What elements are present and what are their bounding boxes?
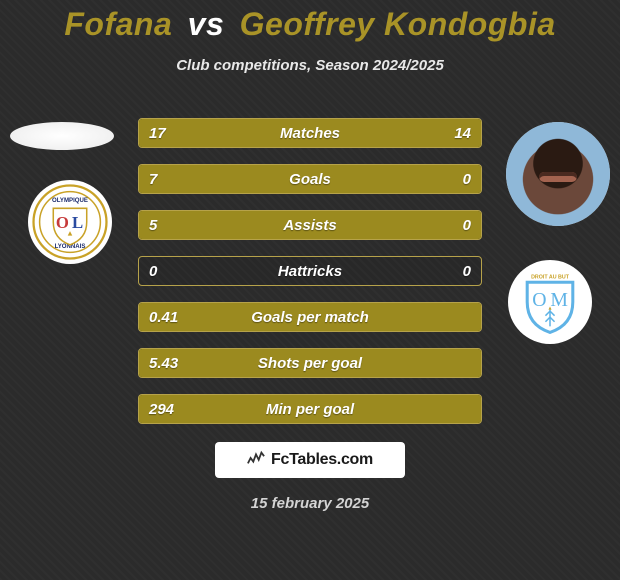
club-badge-right: DROIT AU BUT O M xyxy=(508,260,592,344)
subtitle: Club competitions, Season 2024/2025 xyxy=(0,57,620,74)
svg-text:O: O xyxy=(56,213,69,232)
svg-text:O: O xyxy=(532,289,546,311)
stat-value-right: 0 xyxy=(463,211,471,239)
stat-row: 5Assists0 xyxy=(138,210,482,240)
stat-label: Assists xyxy=(139,211,481,239)
stat-row: 17Matches14 xyxy=(138,118,482,148)
player-left-avatar xyxy=(10,122,114,150)
stat-label: Goals per match xyxy=(139,303,481,331)
club-badge-left: OLYMPIQUE LYONNAIS O L xyxy=(28,180,112,264)
logo-spark-icon xyxy=(247,449,265,472)
ol-crest-icon: OLYMPIQUE LYONNAIS O L xyxy=(32,184,108,260)
title-player1: Fofana xyxy=(64,6,172,42)
stat-label: Shots per goal xyxy=(139,349,481,377)
svg-text:L: L xyxy=(72,213,83,232)
stat-row: 294Min per goal xyxy=(138,394,482,424)
player-right-avatar-img xyxy=(506,122,610,226)
stat-row: 5.43Shots per goal xyxy=(138,348,482,378)
stat-label: Hattricks xyxy=(139,257,481,285)
svg-text:OLYMPIQUE: OLYMPIQUE xyxy=(52,197,88,204)
logo-text: FcTables.com xyxy=(271,451,373,469)
stat-label: Matches xyxy=(139,119,481,147)
stat-row: 7Goals0 xyxy=(138,164,482,194)
stat-row: 0.41Goals per match xyxy=(138,302,482,332)
footer-date: 15 february 2025 xyxy=(0,495,620,512)
comparison-title: Fofana vs Geoffrey Kondogbia xyxy=(0,0,620,43)
stat-value-right: 14 xyxy=(454,119,471,147)
svg-text:M: M xyxy=(550,289,568,311)
stat-value-right: 0 xyxy=(463,257,471,285)
title-vs: vs xyxy=(188,6,225,42)
svg-text:DROIT AU BUT: DROIT AU BUT xyxy=(531,274,570,280)
player-right-avatar xyxy=(506,122,610,226)
title-player2: Geoffrey Kondogbia xyxy=(240,6,556,42)
stats-table: 17Matches147Goals05Assists00Hattricks00.… xyxy=(138,118,482,440)
stat-label: Min per goal xyxy=(139,395,481,423)
om-crest-icon: DROIT AU BUT O M xyxy=(512,264,588,340)
stat-row: 0Hattricks0 xyxy=(138,256,482,286)
fctables-logo: FcTables.com xyxy=(215,442,405,478)
stat-value-right: 0 xyxy=(463,165,471,193)
stat-label: Goals xyxy=(139,165,481,193)
